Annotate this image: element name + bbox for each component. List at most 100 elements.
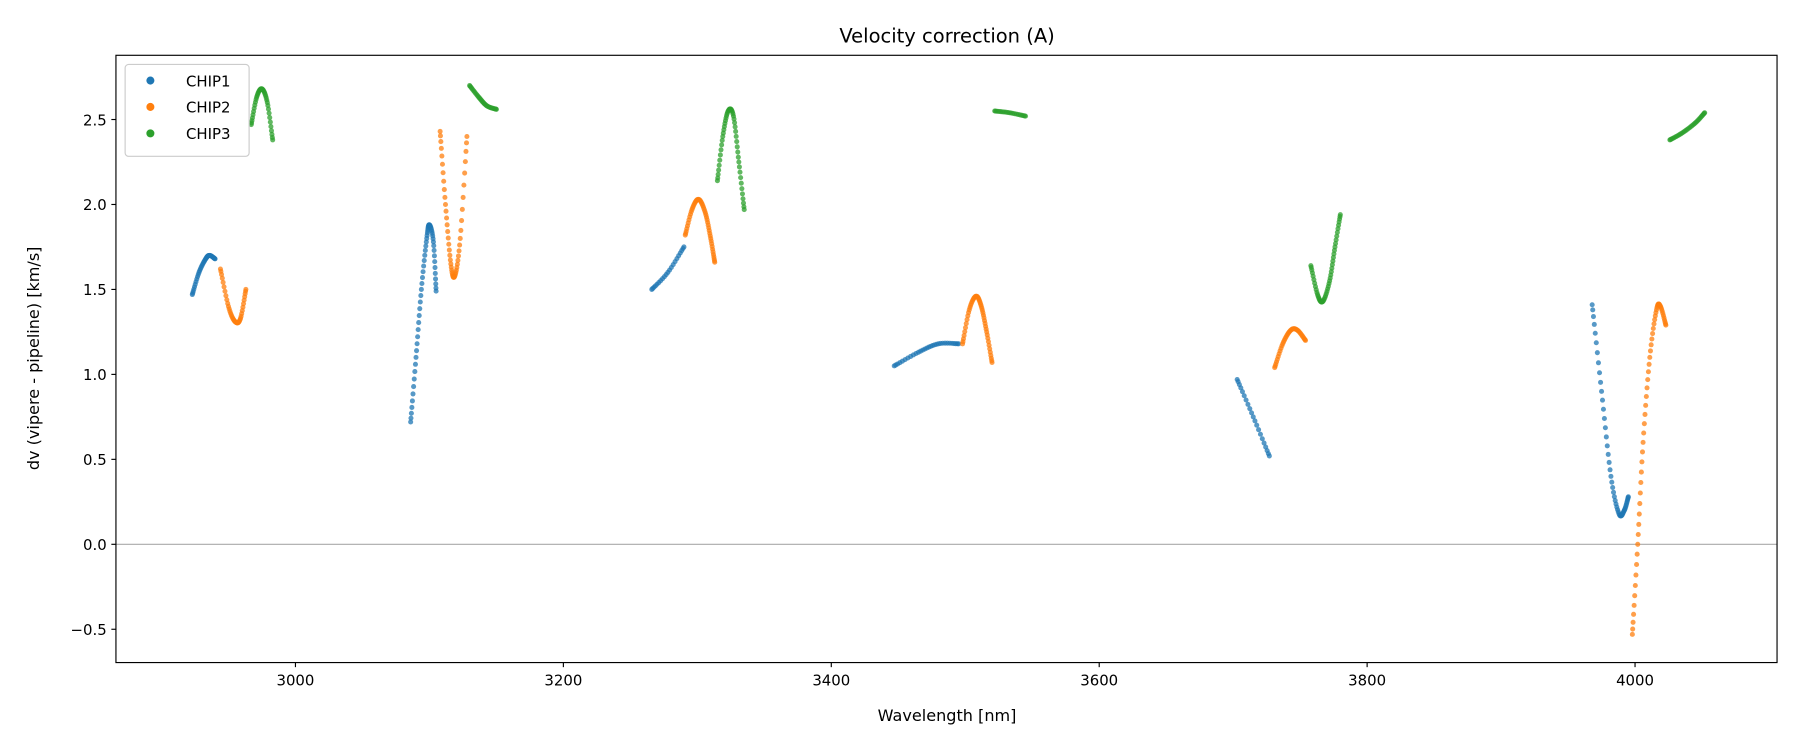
data-point-chip2 bbox=[438, 139, 444, 145]
data-point-chip1 bbox=[433, 281, 439, 287]
data-point-chip1 bbox=[411, 384, 417, 390]
y-tick-label: −0.5 bbox=[71, 621, 107, 639]
data-point-chip1 bbox=[1589, 302, 1595, 308]
data-point-chip2 bbox=[456, 248, 462, 254]
data-point-chip2 bbox=[1636, 521, 1642, 527]
data-point-chip2 bbox=[1631, 611, 1637, 617]
x-tick-label: 3600 bbox=[1080, 672, 1118, 690]
data-point-chip3 bbox=[1023, 113, 1029, 119]
data-point-chip3 bbox=[733, 128, 739, 134]
data-point-chip2 bbox=[1638, 469, 1644, 475]
y-axis-label: dv (vipere - pipeline) [km/s] bbox=[24, 247, 43, 471]
data-point-chip1 bbox=[1245, 401, 1251, 407]
data-point-chip2 bbox=[1643, 393, 1649, 400]
data-point-chip2 bbox=[1638, 479, 1644, 486]
data-point-chip3 bbox=[268, 128, 274, 134]
data-point-chip1 bbox=[1601, 415, 1607, 422]
data-point-chip1 bbox=[421, 258, 427, 264]
data-point-chip2 bbox=[1639, 449, 1646, 455]
data-point-chip1 bbox=[415, 327, 421, 333]
plot-frame bbox=[115, 54, 1778, 664]
data-point-chip1 bbox=[1256, 427, 1262, 433]
data-point-chip2 bbox=[443, 208, 449, 214]
data-point-chip3 bbox=[734, 139, 740, 145]
data-point-chip2 bbox=[1663, 322, 1669, 328]
data-point-chip1 bbox=[1252, 418, 1258, 424]
data-point-chip2 bbox=[1652, 317, 1658, 323]
data-point-chip1 bbox=[956, 341, 962, 347]
data-point-chip1 bbox=[433, 288, 439, 294]
data-point-chip1 bbox=[1250, 414, 1256, 420]
data-point-chip2 bbox=[1636, 511, 1642, 517]
data-point-chip1 bbox=[1259, 436, 1265, 442]
data-point-chip2 bbox=[1641, 430, 1647, 436]
data-point-chip3 bbox=[270, 137, 276, 143]
data-point-chip1 bbox=[1254, 422, 1260, 428]
data-point-chip2 bbox=[441, 187, 447, 193]
data-point-chip1 bbox=[420, 269, 426, 275]
data-point-chip2 bbox=[458, 227, 464, 233]
data-point-chip1 bbox=[1243, 397, 1249, 403]
data-point-chip1 bbox=[1590, 314, 1596, 320]
x-tick-label: 3000 bbox=[276, 672, 314, 690]
data-point-chip1 bbox=[419, 280, 425, 287]
legend-marker bbox=[146, 76, 155, 85]
data-point-chip2 bbox=[442, 194, 448, 200]
data-point-chip2 bbox=[963, 321, 969, 327]
data-point-chip2 bbox=[447, 257, 453, 263]
data-point-chip3 bbox=[1333, 237, 1339, 243]
y-tick-label: 0.5 bbox=[83, 451, 107, 469]
data-point-chip1 bbox=[411, 376, 417, 382]
data-point-chip2 bbox=[1648, 342, 1654, 348]
data-point-chip3 bbox=[736, 164, 742, 170]
data-point-chip3 bbox=[266, 110, 272, 116]
data-point-chip1 bbox=[414, 348, 420, 354]
data-point-chip1 bbox=[1609, 479, 1615, 485]
data-point-chip2 bbox=[445, 229, 451, 235]
x-tick-label: 3200 bbox=[544, 672, 582, 690]
data-point-chip1 bbox=[1261, 440, 1267, 446]
data-point-chip2 bbox=[1629, 631, 1635, 637]
data-point-chip3 bbox=[739, 186, 745, 192]
data-point-chip2 bbox=[1630, 626, 1636, 632]
data-point-chip3 bbox=[719, 142, 725, 148]
data-point-chip2 bbox=[460, 194, 466, 200]
data-point-chip2 bbox=[1635, 541, 1641, 547]
data-point-chip1 bbox=[408, 419, 414, 425]
data-point-chip2 bbox=[1643, 402, 1649, 408]
data-point-chip1 bbox=[432, 270, 438, 276]
data-point-chip1 bbox=[1607, 467, 1613, 473]
data-point-chip3 bbox=[493, 106, 499, 112]
y-axis: −0.5 0.0 0.5 1.0 1.5 2.0 2.5 bbox=[71, 111, 116, 639]
data-point-chip1 bbox=[1599, 397, 1606, 403]
data-points bbox=[189, 83, 1708, 637]
data-point-chip1 bbox=[415, 334, 421, 340]
data-point-chip2 bbox=[1632, 582, 1638, 589]
data-point-chip1 bbox=[1604, 443, 1610, 449]
data-point-chip1 bbox=[1599, 388, 1605, 394]
x-tick-label: 4000 bbox=[1616, 672, 1654, 690]
data-point-chip1 bbox=[1610, 489, 1617, 495]
data-point-chip2 bbox=[437, 128, 443, 134]
data-point-chip2 bbox=[1633, 572, 1639, 578]
data-point-chip1 bbox=[1597, 370, 1603, 376]
data-point-chip1 bbox=[212, 256, 218, 262]
data-point-chip1 bbox=[417, 299, 423, 305]
data-point-chip1 bbox=[1611, 494, 1617, 500]
data-point-chip3 bbox=[740, 196, 746, 202]
data-point-chip2 bbox=[459, 218, 465, 224]
data-point-chip3 bbox=[716, 167, 722, 173]
data-point-chip1 bbox=[1608, 473, 1614, 479]
data-point-chip3 bbox=[715, 171, 721, 177]
data-point-chip2 bbox=[222, 288, 228, 294]
data-point-chip2 bbox=[1641, 421, 1647, 427]
data-point-chip1 bbox=[409, 404, 415, 410]
data-point-chip1 bbox=[408, 410, 414, 416]
y-tick-label: 2.5 bbox=[83, 111, 107, 129]
data-point-chip3 bbox=[736, 159, 742, 165]
data-point-chip1 bbox=[422, 247, 428, 253]
data-point-chip1 bbox=[1598, 379, 1604, 385]
data-point-chip1 bbox=[431, 243, 437, 249]
